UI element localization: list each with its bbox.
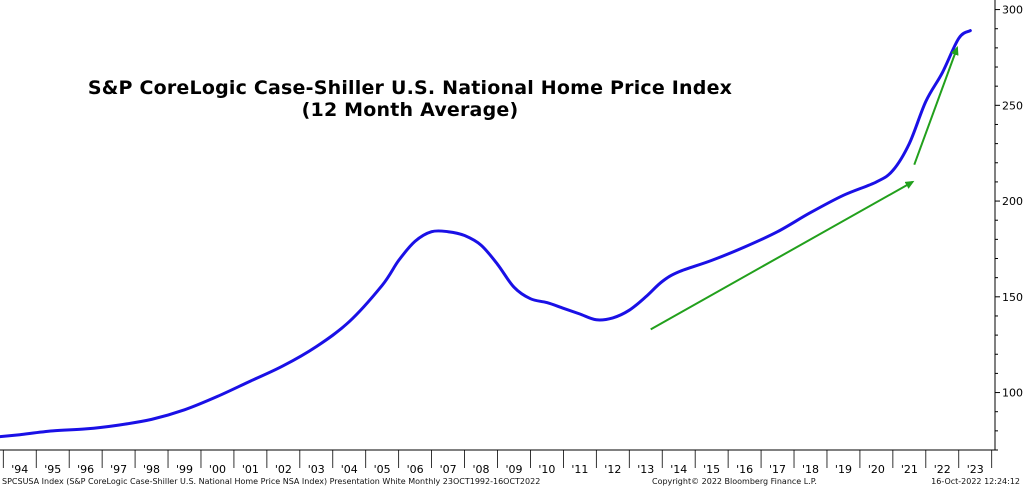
x-tick-label: '23 (967, 463, 984, 476)
x-tick-label: '99 (176, 463, 193, 476)
footer-source: SPCSUSA Index (S&P CoreLogic Case-Shille… (2, 477, 541, 486)
x-tick-label: '96 (77, 463, 94, 476)
x-tick-label: '00 (209, 463, 226, 476)
trend-arrow (913, 45, 959, 166)
y-tick-label: 200 (1002, 195, 1023, 208)
y-tick-label: 100 (1002, 387, 1023, 400)
x-tick-label: '02 (275, 463, 292, 476)
x-tick-label: '06 (407, 463, 424, 476)
trend-arrow (650, 180, 915, 331)
x-tick-label: '12 (604, 463, 621, 476)
x-tick-label: '14 (670, 463, 687, 476)
x-tick-label: '13 (637, 463, 654, 476)
x-tick-label: '19 (835, 463, 852, 476)
x-tick-label: '22 (934, 463, 951, 476)
x-tick-label: '09 (505, 463, 522, 476)
x-tick-label: '94 (11, 463, 28, 476)
y-tick-label: 250 (1002, 99, 1023, 112)
x-tick-label: '98 (143, 463, 160, 476)
x-tick-label: '95 (44, 463, 61, 476)
x-tick-label: '15 (703, 463, 720, 476)
x-tick-label: '08 (473, 463, 490, 476)
x-tick-label: '01 (242, 463, 259, 476)
x-tick-label: '05 (374, 463, 391, 476)
x-tick-label: '18 (802, 463, 819, 476)
chart-title: S&P CoreLogic Case-Shiller U.S. National… (87, 77, 733, 99)
y-tick-label: 150 (1002, 291, 1023, 304)
x-tick-label: '21 (901, 463, 918, 476)
x-tick-label: '03 (308, 463, 325, 476)
chart-marks (0, 29, 972, 439)
x-tick-label: '97 (110, 463, 127, 476)
x-tick-label: '16 (736, 463, 753, 476)
footer-copyright: Copyright© 2022 Bloomberg Finance L.P. (652, 477, 817, 486)
chart-subtitle: (12 Month Average) (301, 99, 519, 121)
series-line (0, 29, 972, 439)
x-tick-label: '20 (868, 463, 885, 476)
x-tick-label: '04 (341, 463, 358, 476)
x-tick-label: '11 (571, 463, 588, 476)
footer-timestamp: 16-Oct-2022 12:24:12 (931, 477, 1020, 486)
x-tick-label: '10 (538, 463, 555, 476)
chart-axes: 100 150 200 250 300 '94 '95 '96 '97 '98 '99 '00 '01 '… (0, 0, 1023, 476)
x-tick-label: '07 (440, 463, 457, 476)
x-tick-label: '17 (769, 463, 786, 476)
y-tick-label: 300 (1002, 4, 1023, 17)
